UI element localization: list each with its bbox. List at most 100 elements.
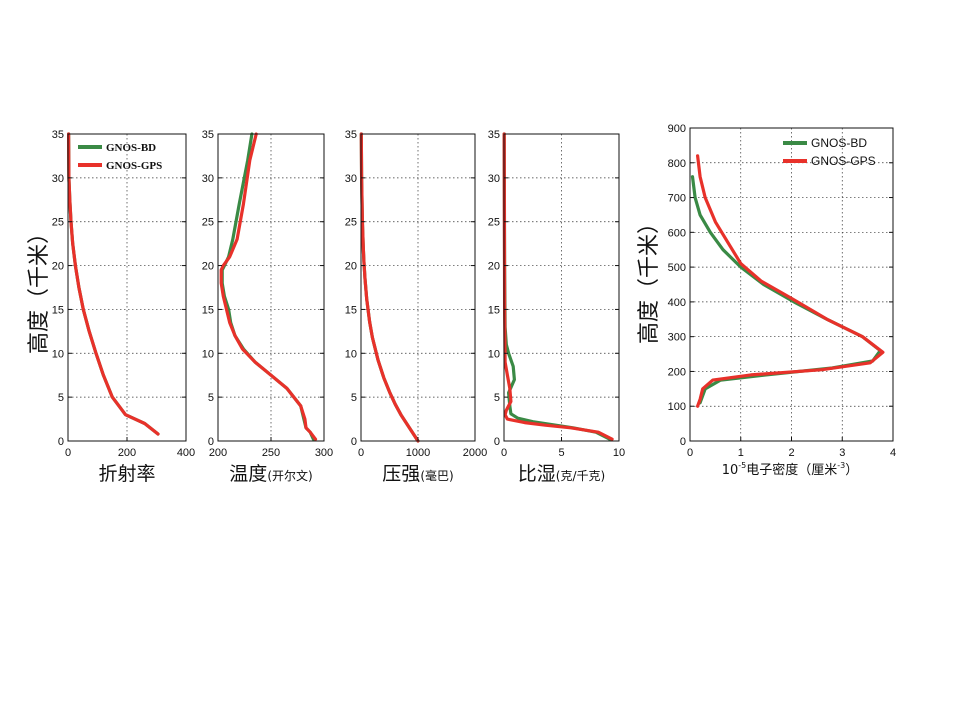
electron-density-x-axis-base: 10 (722, 463, 739, 478)
refractivity-x-axis-title-name: 折射率 (98, 463, 155, 485)
electron-density-x-axis-unit-exponent: -3 (837, 461, 845, 470)
left-y-axis-title-unit: 千米 (27, 244, 52, 288)
electron-density-x-axis-mid: 电子密度（厘米 (746, 462, 837, 478)
electron_density-ytick-label: 800 (668, 158, 686, 170)
refractivity-legend-label-gnos-bd: GNOS-BD (106, 142, 156, 154)
left-y-axis-title-paren-close: ） (27, 222, 52, 244)
electron_density-ytick-label: 200 (668, 366, 686, 378)
temperature-ytick-label: 10 (202, 348, 214, 360)
electron-density-x-axis-title: 10-5电子密度（厘米-3） (722, 461, 859, 478)
refractivity-xtick-label: 0 (65, 447, 71, 459)
temperature-xtick-label: 200 (209, 447, 227, 459)
pressure-ytick-label: 0 (351, 436, 357, 448)
temperature-ytick-label: 35 (202, 129, 214, 141)
electron_density-legend-label-gnos-gps: GNOS-GPS (811, 154, 876, 168)
refractivity-ytick-label: 0 (58, 436, 64, 448)
pressure-xtick-label: 2000 (463, 447, 487, 459)
pressure-xtick-label: 0 (358, 447, 364, 459)
humidity-x-axis-title: 比湿(克/千克) (518, 463, 605, 485)
left-y-axis-title: 高度（千米） (27, 222, 52, 354)
refractivity-series-gnos-gps (66, 132, 160, 436)
humidity-x-axis-title-unit: (克/千克) (556, 469, 605, 483)
electron_density-ytick-label: 700 (668, 193, 686, 205)
humidity-xtick-label: 10 (613, 447, 625, 459)
temperature-ytick-label: 0 (208, 436, 214, 448)
electron_density-ytick-label: 300 (668, 332, 686, 344)
right-y-axis-title-main: 高度 (637, 300, 662, 344)
pressure-x-axis-title: 压强(毫巴) (382, 463, 453, 485)
refractivity-ytick-label: 30 (52, 173, 64, 185)
electron_density-ytick-label: 500 (668, 262, 686, 274)
temperature-xtick-label: 300 (315, 447, 333, 459)
temperature-ytick-label: 5 (208, 392, 214, 404)
temperature-x-axis-title: 温度(开尔文) (229, 463, 312, 485)
humidity-ytick-label: 15 (488, 304, 500, 316)
pressure-ytick-label: 30 (345, 173, 357, 185)
electron_density-xtick-label: 1 (738, 447, 744, 459)
electron_density-ytick-label: 0 (680, 436, 686, 448)
humidity-ytick-label: 0 (494, 436, 500, 448)
humidity-x-axis-title-name: 比湿 (518, 463, 556, 485)
pressure-x-axis-title-unit: (毫巴) (420, 468, 453, 483)
electron-density-x-axis-end: ） (845, 463, 858, 478)
temperature-ytick-label: 15 (202, 304, 214, 316)
pressure-x-axis-title-name: 压强 (382, 463, 420, 485)
temperature-ytick-label: 20 (202, 261, 214, 273)
temperature-ytick-label: 30 (202, 173, 214, 185)
refractivity-ytick-label: 10 (52, 348, 64, 360)
electron_density-panel: 0 100 200 300 400 500 600 700 800 900 0 1 2 3 4 GNOS-BD… (668, 123, 896, 459)
electron_density-xtick-label: 4 (890, 447, 896, 459)
humidity-series-gnos-gps (502, 132, 614, 441)
pressure-ytick-label: 10 (345, 348, 357, 360)
humidity-panel: 0 5 10 15 20 25 30 35 0 5 10 比湿(克/千克) (488, 129, 625, 485)
refractivity-x-axis-title: 折射率 (98, 463, 155, 485)
humidity-xtick-label: 0 (501, 447, 507, 459)
right-y-axis-title-unit: 千米 (637, 234, 662, 278)
left-y-axis-title-main: 高度 (27, 310, 52, 354)
humidity-ytick-label: 5 (494, 392, 500, 404)
electron_density-ytick-label: 900 (668, 123, 686, 135)
right-y-axis-title-paren-close: ） (637, 212, 662, 234)
pressure-ytick-label: 20 (345, 261, 357, 273)
temperature-xtick-label: 250 (262, 447, 280, 459)
refractivity-ytick-label: 15 (52, 304, 64, 316)
right-y-axis-title: 高度（千米） (637, 212, 662, 344)
humidity-ytick-label: 20 (488, 261, 500, 273)
refractivity-xtick-label: 200 (118, 447, 136, 459)
electron_density-xtick-label: 2 (788, 447, 794, 459)
refractivity-xtick-label: 400 (177, 447, 195, 459)
electron_density-ytick-label: 600 (668, 227, 686, 239)
pressure-ytick-label: 5 (351, 392, 357, 404)
refractivity-panel: 0 5 10 15 20 25 30 35 0 200 400 折射率 GNOS-BD GNOS-GPS (52, 129, 195, 485)
humidity-xtick-label: 5 (558, 447, 564, 459)
refractivity-ytick-label: 25 (52, 217, 64, 229)
pressure-ytick-label: 35 (345, 129, 357, 141)
pressure-ytick-label: 25 (345, 217, 357, 229)
refractivity-ytick-label: 35 (52, 129, 64, 141)
electron_density-legend-label-gnos-bd: GNOS-BD (811, 136, 867, 150)
humidity-ytick-label: 35 (488, 129, 500, 141)
electron_density-xtick-label: 3 (839, 447, 845, 459)
refractivity-legend-label-gnos-gps: GNOS-GPS (106, 160, 162, 172)
refractivity-ytick-label: 5 (58, 392, 64, 404)
pressure-ytick-label: 15 (345, 304, 357, 316)
temperature-x-axis-title-unit: (开尔文) (267, 468, 312, 483)
electron_density-ytick-label: 100 (668, 401, 686, 413)
right-y-axis-title-paren-open: （ (637, 278, 662, 300)
pressure-panel: 0 5 10 15 20 25 30 35 0 1000 2000 压强(毫巴) (345, 129, 487, 485)
electron-density-x-axis-base-exponent: -5 (738, 461, 746, 470)
left-y-axis-title-paren-open: （ (27, 288, 52, 310)
electron_density-series-gnos-gps (695, 154, 885, 408)
humidity-ytick-label: 25 (488, 217, 500, 229)
temperature-ytick-label: 25 (202, 217, 214, 229)
electron_density-ytick-label: 400 (668, 297, 686, 309)
humidity-ytick-label: 10 (488, 348, 500, 360)
pressure-series-gnos-gps (359, 132, 420, 443)
humidity-ytick-label: 30 (488, 173, 500, 185)
temperature-x-axis-title-name: 温度 (229, 463, 267, 485)
temperature-series-gnos-gps (219, 132, 318, 441)
refractivity-ytick-label: 20 (52, 261, 64, 273)
